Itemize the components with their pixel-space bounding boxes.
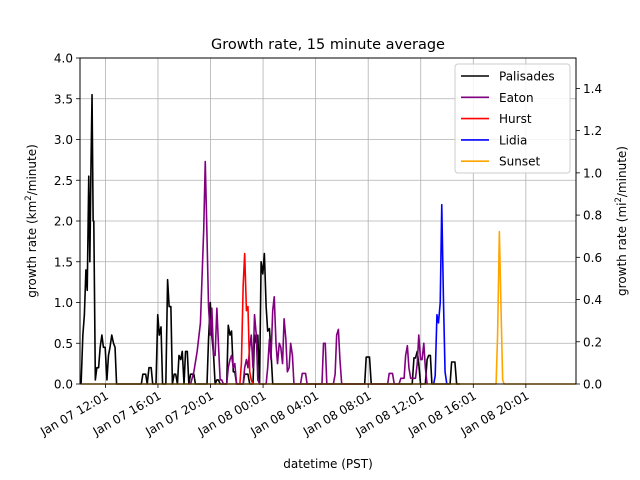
y-right-tick-label: 0.6: [583, 251, 602, 265]
y-right-tick-label: 0.2: [583, 335, 602, 349]
y-tick-label: 2.5: [54, 174, 73, 188]
legend-box: [454, 63, 571, 174]
legend-label-palisades: Palisades: [499, 70, 555, 84]
y-tick-label: 4.0: [54, 52, 73, 66]
y-right-tick-label: 0.8: [583, 209, 602, 223]
y-right-tick-label: 1.2: [583, 124, 602, 138]
y-tick-label: 3.5: [54, 92, 73, 106]
y-axis-label-left: growth rate (km2/minute): [24, 144, 39, 298]
series-line-palisades: [80, 93, 460, 385]
y-tick-label: 3.0: [54, 133, 73, 147]
legend-label-lidia: Lidia: [499, 133, 527, 147]
chart-title: Growth rate, 15 minute average: [211, 37, 445, 53]
legend-label-hurst: Hurst: [499, 112, 532, 126]
y-right-tick-label: 0.0: [583, 378, 602, 392]
y-tick-label: 0.5: [54, 337, 73, 351]
y-tick-label: 1.0: [54, 296, 73, 310]
y-tick-label: 1.5: [54, 255, 73, 269]
legend-label-sunset: Sunset: [499, 155, 540, 169]
series-line-lidia: [432, 203, 448, 385]
series-line-hurst: [239, 252, 254, 385]
legend-label-eaton: Eaton: [499, 91, 534, 105]
y-axis-right: 0.0 0.2 0.4 0.6 0.8 1.0 1.2 1.4: [576, 82, 602, 392]
y-axis-label-right: growth rate (mi2/minute): [614, 146, 629, 296]
series-line-sunset: [81, 230, 576, 385]
y-axis-left: 0.0 0.5 1.0 1.5 2.0 2.5 3.0 3.5 4.0: [54, 52, 80, 392]
y-right-tick-label: 0.4: [583, 293, 602, 307]
y-tick-label: 0.0: [54, 378, 73, 392]
y-right-tick-label: 1.4: [583, 82, 602, 96]
y-right-tick-label: 1.0: [583, 166, 602, 180]
legend: Palisades Eaton Hurst Lidia Sunset: [454, 63, 571, 174]
x-axis-label: datetime (PST): [283, 457, 373, 471]
y-tick-label: 2.0: [54, 215, 73, 229]
